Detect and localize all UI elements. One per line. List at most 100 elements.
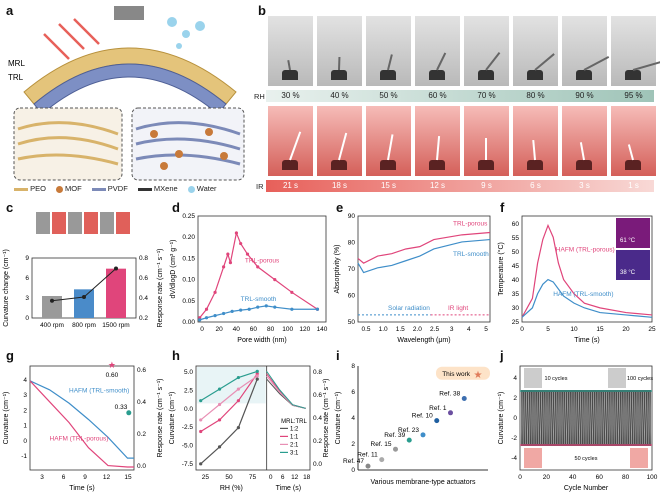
humidity-photo [317,16,362,86]
actuator-base [527,160,543,170]
ir-photo [366,106,411,176]
ir-value: 9 s [481,181,492,190]
data-point [255,374,259,378]
smooth-curvature-line [29,380,134,459]
x-tick-label: 100 [647,474,658,481]
y-tick-label: 0.05 [182,298,195,305]
series-label: HAFM (TRL-porous) [556,246,615,253]
bar [42,296,62,318]
x-tick-label: 12 [103,474,111,481]
bar [106,268,126,318]
mxene-swatch [137,187,152,191]
legend-label: 1:1 [290,434,299,440]
y-axis-label: Curvature change (cm⁻¹) [3,249,10,327]
legend-pvdf: PVDF [91,184,128,193]
data-point [255,372,259,376]
panel-label-j: j [500,348,504,363]
data-point [222,265,226,269]
chart-f: 61 °C 38 °C HAFM (TRL-porous) HAFM (TRL-smo… [497,215,656,344]
ir-value: 3 s [579,181,590,190]
data-point [222,311,226,316]
y-tick-label: 9 [25,255,29,262]
humidity-photo [513,16,558,86]
data-point [217,402,222,407]
data-point [204,307,209,311]
y-tick-label: 2.5 [184,387,193,394]
data-point [273,305,277,309]
data-point [236,387,241,391]
point-label: Ref. 38 [439,391,460,398]
actuator-strip [287,59,291,71]
y-tick-label: 0.25 [182,213,195,220]
rh-axis-label: RH [254,92,265,101]
plot-frame [519,365,653,471]
y-tick-label: 55 [512,235,520,242]
actuator-base [331,70,347,80]
y-tick-label: -5.0 [182,443,194,450]
annotation-solar: Solar radiation [388,305,430,312]
humidity-photo [366,16,411,86]
reference-point [448,410,453,416]
x-tick-label: 20 [543,474,551,481]
y-axis-label: Temperature (°C) [497,242,505,296]
inset-photo [524,368,542,388]
y-tick-label: 0.00 [182,319,195,326]
series-label: TRL-porous [245,258,280,265]
this-work-highlight [436,366,490,380]
inset-photo [608,368,626,388]
series-label: TRL-smooth [241,296,277,303]
ir-photo [513,106,558,176]
x-tick-label: 140 [317,326,328,333]
y-tick-label: 4 [351,415,355,422]
data-point [236,399,241,403]
water-swatch [187,185,195,193]
data-point [213,314,217,318]
actuator-strip [532,139,536,161]
this-work-star: ★ [474,370,483,381]
y-tick-label: 35 [512,291,520,298]
y-axis-label: Curvature (cm⁻¹) [169,392,176,445]
point-label: 0.33 [115,404,128,411]
x-tick-label: 15 [596,326,604,333]
reference-point [406,437,412,443]
humidity-photo [464,16,509,86]
x-axis-label: RH (%) [220,485,243,492]
actuator-strip [485,52,501,71]
x-tick-label: 5 [546,326,550,333]
y-tick-label: 0.20 [182,234,195,241]
x-tick-label: 0 [520,326,524,333]
sample-photo [84,212,98,234]
y-axis-label: dV/dlogD (cm³ g⁻¹) [170,240,177,299]
x-tick-label: 50 [225,474,233,481]
y-tick-label: 80 [348,240,356,247]
y-tick-label: 2 [513,395,517,402]
data-point [264,304,268,308]
x-tick-label: 1.5 [396,326,405,333]
panel-label-d: d [172,200,180,215]
lamp-source [114,6,144,20]
x-tick-label: 2.5 [430,326,439,333]
plot-frame [195,365,311,471]
ir-value: 12 s [429,181,446,190]
response-rate-point [114,266,118,271]
actuator-base [331,160,347,170]
humidity-photo [562,16,610,86]
porous-curvature-line [29,380,134,468]
actuator-strip [436,136,441,161]
fiber-bundle-right [135,121,241,166]
actuator-strip [387,134,394,161]
inset-photo [524,448,542,468]
y2-tick-label: 0.6 [137,367,146,374]
sample-photo [36,212,50,234]
ratio-line [200,378,258,465]
panel-label-f: f [500,200,505,215]
ir-photo [268,106,313,176]
legend-mxene-label: MXene [153,184,178,193]
y-tick-label: 2 [23,407,27,414]
inset-photo [630,448,648,468]
plot-frame [29,365,135,471]
y-axis-label: Curvature (cm⁻¹) [3,392,10,445]
smooth-temp-line [521,278,653,318]
panel-label-c: c [6,200,14,215]
rh-value: 95 % [624,91,643,100]
